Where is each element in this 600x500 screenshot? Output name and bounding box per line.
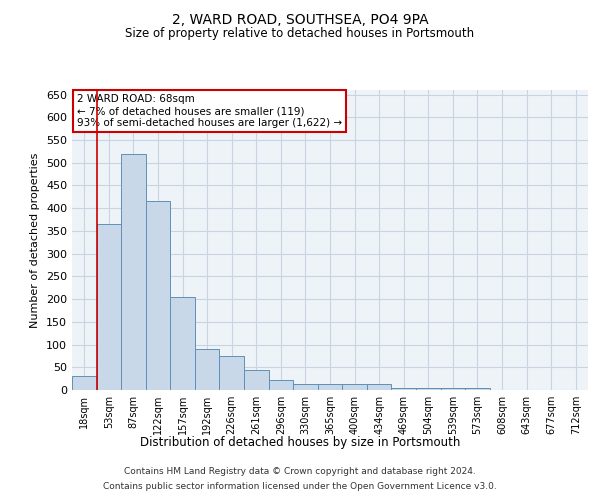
Bar (244, 370, 269, 390)
Bar (170, 297, 195, 390)
Text: Distribution of detached houses by size in Portsmouth: Distribution of detached houses by size … (140, 436, 460, 449)
Bar (146, 202, 170, 390)
Y-axis label: Number of detached properties: Number of detached properties (31, 152, 40, 328)
Bar (220, 356, 244, 390)
Bar (440, 388, 465, 390)
Bar (367, 384, 391, 390)
Bar (416, 388, 440, 390)
Bar (293, 384, 318, 390)
Bar (195, 349, 220, 390)
Bar (318, 384, 342, 390)
Bar (465, 388, 490, 390)
Text: Contains public sector information licensed under the Open Government Licence v3: Contains public sector information licen… (103, 482, 497, 491)
Bar (269, 380, 293, 390)
Text: Contains HM Land Registry data © Crown copyright and database right 2024.: Contains HM Land Registry data © Crown c… (124, 467, 476, 476)
Bar (342, 384, 367, 390)
Text: 2 WARD ROAD: 68sqm
← 7% of detached houses are smaller (119)
93% of semi-detache: 2 WARD ROAD: 68sqm ← 7% of detached hous… (77, 94, 342, 128)
Bar (72, 376, 97, 390)
Bar (391, 388, 416, 390)
Bar (97, 224, 121, 390)
Bar (121, 154, 146, 390)
Text: Size of property relative to detached houses in Portsmouth: Size of property relative to detached ho… (125, 28, 475, 40)
Text: 2, WARD ROAD, SOUTHSEA, PO4 9PA: 2, WARD ROAD, SOUTHSEA, PO4 9PA (172, 12, 428, 26)
